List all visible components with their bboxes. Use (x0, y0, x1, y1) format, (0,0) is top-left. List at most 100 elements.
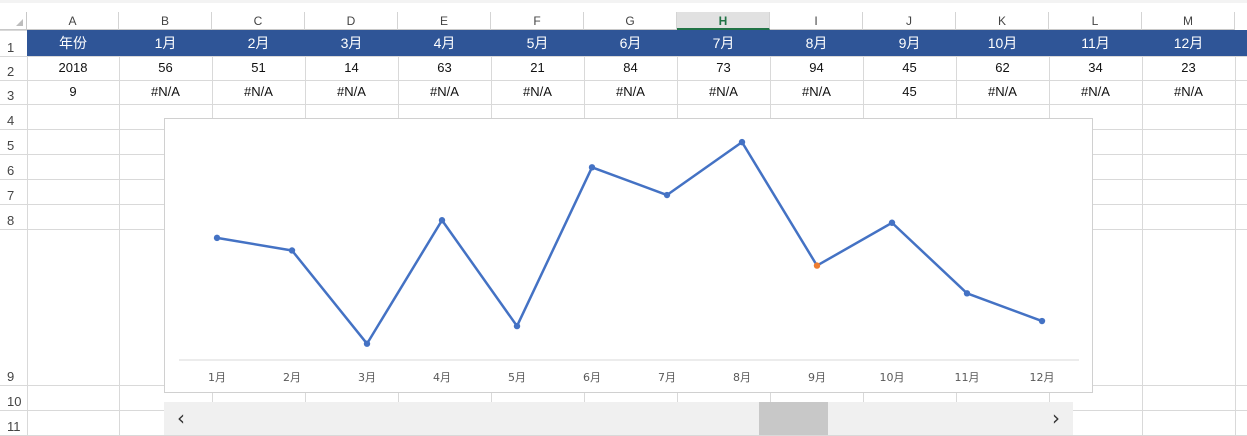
row-header-9[interactable]: 9 (7, 369, 15, 384)
data-cell-l[interactable]: 34 (1088, 60, 1103, 75)
lookup-cell-h[interactable]: #N/A (709, 84, 738, 99)
series-line (216, 140, 1043, 345)
chevron-right-icon[interactable]: › (1052, 406, 1060, 430)
x-tick-label: 10月 (880, 371, 905, 384)
data-point[interactable] (888, 219, 896, 226)
data-cell-f[interactable]: 21 (530, 60, 545, 75)
lookup-cell-g[interactable]: #N/A (616, 84, 645, 99)
x-tick-label: 3月 (358, 371, 376, 384)
column-header-j[interactable]: J (863, 12, 956, 30)
data-point[interactable] (513, 322, 521, 330)
grid-line (27, 30, 28, 435)
x-tick-label: 2月 (283, 371, 301, 384)
x-tick-label: 11月 (955, 371, 980, 384)
header-cell-d[interactable]: 3月 (340, 35, 363, 51)
data-cell-b[interactable]: 56 (158, 60, 173, 75)
header-cell-f[interactable]: 5月 (526, 35, 549, 51)
select-all-corner[interactable] (0, 12, 27, 30)
chart-svg: 1月 2月 3月 4月 5月 6月 7月 8月 9月 10月 11月 12月 (179, 138, 1079, 384)
column-header-k[interactable]: K (956, 12, 1049, 30)
header-cell-l[interactable]: 11月 (1081, 35, 1110, 51)
toolbar-strip (0, 0, 1247, 3)
column-header-m[interactable]: M (1142, 12, 1235, 30)
lookup-cell-k[interactable]: #N/A (988, 84, 1017, 99)
data-cell-k[interactable]: 62 (995, 60, 1010, 75)
header-cell-e[interactable]: 4月 (433, 35, 456, 51)
data-cell-e[interactable]: 63 (437, 60, 452, 75)
row-header-1[interactable]: 1 (7, 40, 15, 55)
row-header-10[interactable]: 10 (7, 394, 22, 409)
grid-line (0, 104, 1247, 105)
column-header-e[interactable]: E (398, 12, 491, 30)
x-tick-label: 9月 (808, 371, 826, 384)
column-header-l[interactable]: L (1049, 12, 1142, 30)
data-cell-h[interactable]: 73 (716, 60, 731, 75)
highlight-point[interactable] (813, 262, 821, 269)
row-header-7[interactable]: 7 (7, 188, 15, 203)
data-cell-m[interactable]: 23 (1181, 60, 1196, 75)
lookup-cell-c[interactable]: #N/A (244, 84, 273, 99)
chevron-left-icon[interactable]: ‹ (177, 406, 185, 430)
row-header-4[interactable]: 4 (7, 113, 15, 128)
header-cell-b[interactable]: 1月 (154, 35, 177, 51)
row-header-3[interactable]: 3 (7, 88, 15, 103)
column-header-b[interactable]: B (119, 12, 212, 30)
grid-line (1235, 30, 1236, 435)
column-header-f[interactable]: F (491, 12, 584, 30)
x-tick-label: 6月 (583, 371, 601, 384)
grid-line (0, 56, 1247, 57)
header-cell-h[interactable]: 7月 (712, 35, 735, 51)
data-point[interactable] (963, 290, 971, 297)
data-cell-j[interactable]: 45 (902, 60, 917, 75)
grid-line (119, 30, 120, 435)
lookup-cell-l[interactable]: #N/A (1081, 84, 1110, 99)
row-header-2[interactable]: 2 (7, 64, 15, 79)
data-cell-d[interactable]: 14 (344, 60, 359, 75)
header-cell-a[interactable]: 年份 (59, 35, 87, 51)
lookup-cell-f[interactable]: #N/A (523, 84, 552, 99)
data-cell-i[interactable]: 94 (809, 60, 824, 75)
header-cell-c[interactable]: 2月 (247, 35, 270, 51)
data-point[interactable] (288, 247, 296, 254)
column-header-a[interactable]: A (27, 12, 119, 30)
lookup-cell-e[interactable]: #N/A (430, 84, 459, 99)
chart-scrollbar[interactable]: ‹ › (164, 402, 1073, 435)
lookup-cell-m[interactable]: #N/A (1174, 84, 1203, 99)
x-tick-label: 7月 (658, 371, 676, 384)
column-header-h[interactable]: H (677, 12, 770, 30)
x-tick-label: 1月 (208, 371, 226, 384)
data-point[interactable] (663, 191, 671, 199)
scrollbar-thumb[interactable] (759, 402, 828, 435)
column-header-d[interactable]: D (305, 12, 398, 30)
data-point[interactable] (738, 138, 746, 146)
header-cell-k[interactable]: 10月 (987, 35, 1018, 51)
row-header-8[interactable]: 8 (7, 213, 15, 228)
data-cell-a[interactable]: 2018 (58, 60, 88, 75)
column-header-g[interactable]: G (584, 12, 677, 30)
header-cell-j[interactable]: 9月 (898, 35, 921, 51)
row-header-6[interactable]: 6 (7, 163, 15, 178)
header-cell-i[interactable]: 8月 (805, 35, 828, 51)
lookup-cell-b[interactable]: #N/A (151, 84, 180, 99)
lookup-cell-a[interactable]: 9 (69, 84, 77, 99)
data-cell-c[interactable]: 51 (251, 60, 266, 75)
data-point[interactable] (1038, 317, 1046, 325)
data-point[interactable] (363, 340, 371, 347)
x-tick-label: 12月 (1030, 371, 1055, 384)
data-point[interactable] (438, 217, 446, 224)
lookup-cell-i[interactable]: #N/A (802, 84, 831, 99)
lookup-cell-j[interactable]: 45 (902, 84, 917, 99)
data-cell-g[interactable]: 84 (623, 60, 638, 75)
row-header-5[interactable]: 5 (7, 138, 15, 153)
data-point[interactable] (588, 164, 596, 171)
header-row-fill (27, 30, 1247, 56)
data-point[interactable] (213, 234, 221, 242)
row-header-11[interactable]: 11 (7, 419, 21, 434)
column-header-i[interactable]: I (770, 12, 863, 30)
header-cell-m[interactable]: 12月 (1173, 35, 1204, 51)
column-header-c[interactable]: C (212, 12, 305, 30)
line-chart[interactable]: 1月 2月 3月 4月 5月 6月 7月 8月 9月 10月 11月 12月 (164, 118, 1093, 393)
lookup-cell-d[interactable]: #N/A (337, 84, 366, 99)
x-tick-label: 8月 (733, 371, 751, 384)
header-cell-g[interactable]: 6月 (619, 35, 642, 51)
